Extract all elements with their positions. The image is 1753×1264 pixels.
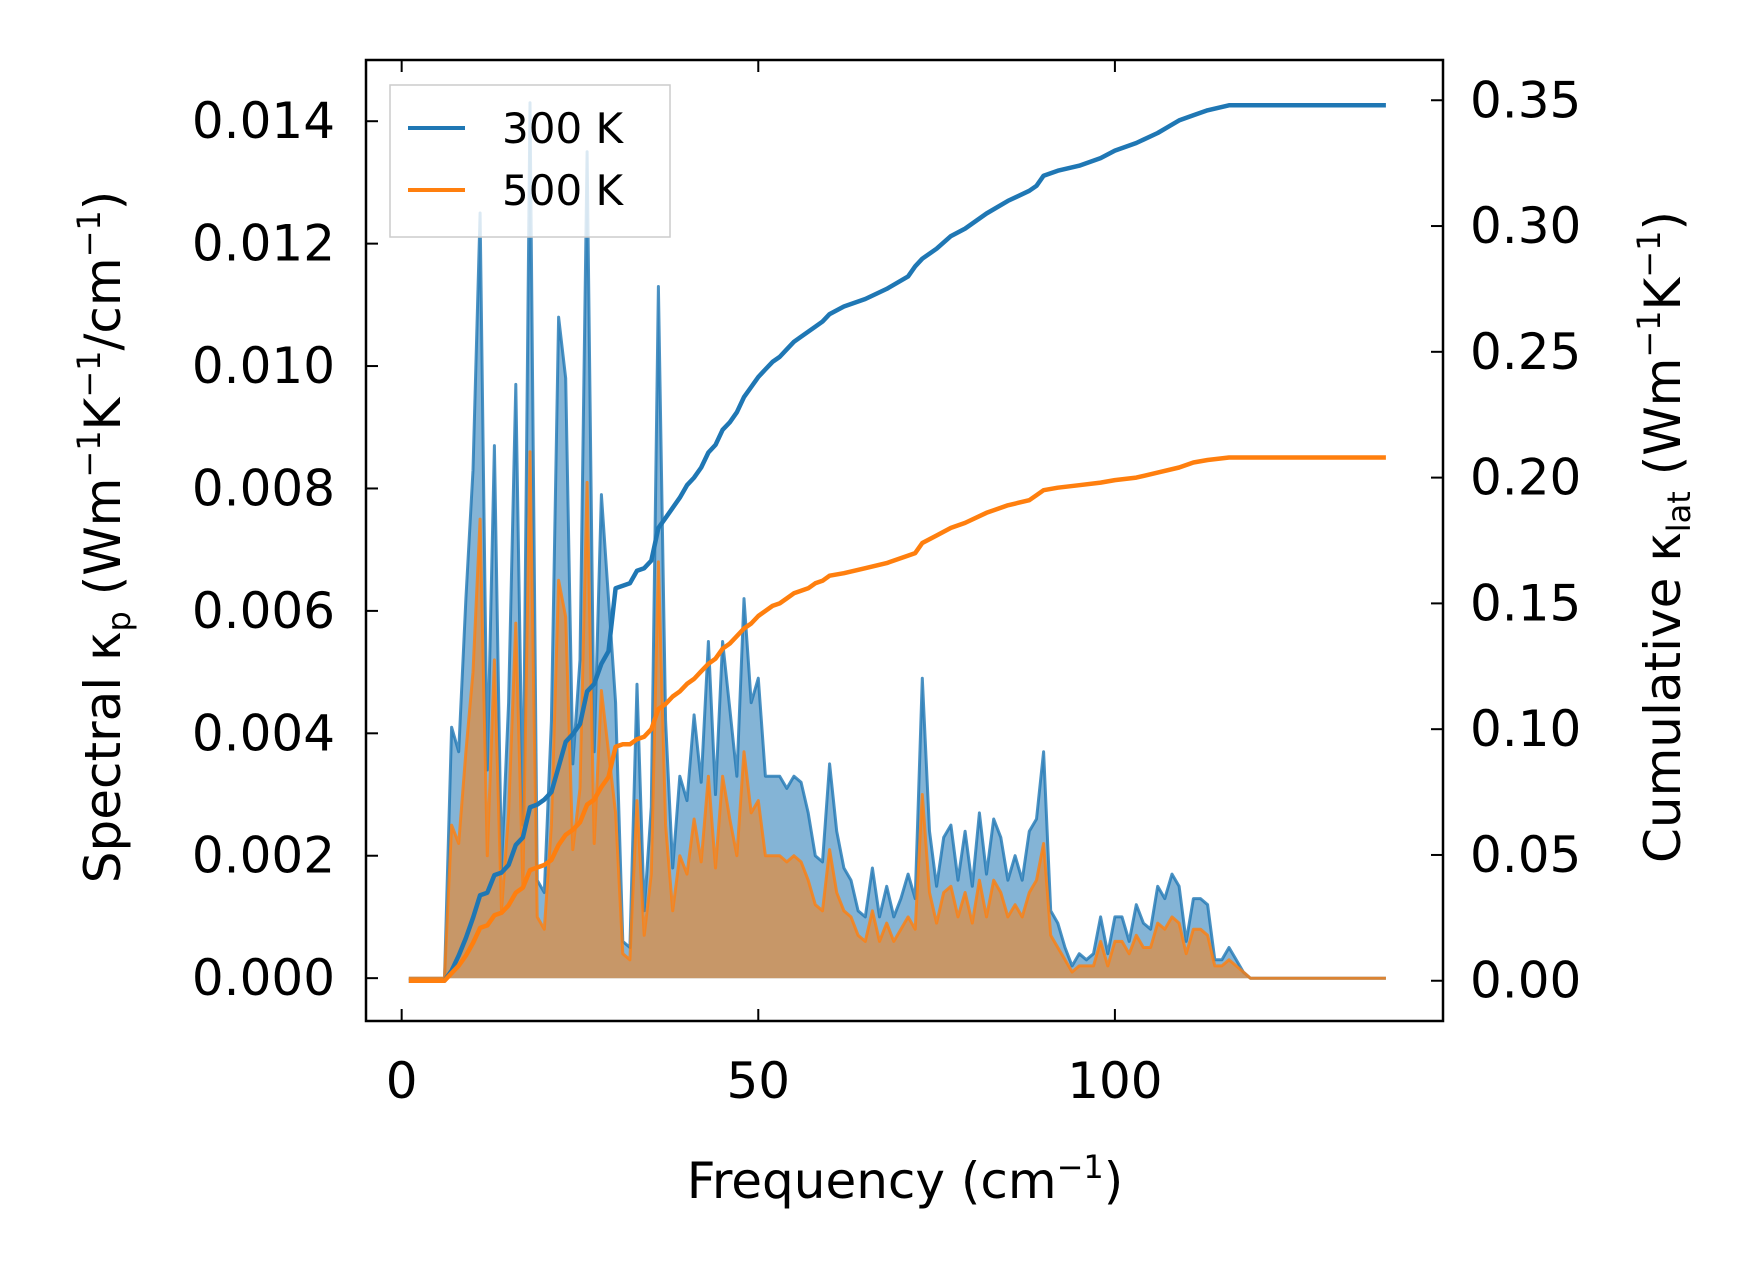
x-tick-label: 50	[726, 1052, 790, 1110]
spectral-line-500k	[408, 450, 1386, 980]
spectral-line-300k	[408, 101, 1386, 980]
legend: 300 K 500 K	[389, 84, 671, 238]
y-tick-label-right: 0.15	[1470, 574, 1581, 632]
y-tick-label-right: 0.20	[1470, 449, 1581, 507]
y-tick-label-right: 0.00	[1470, 952, 1581, 1010]
y-tick-label-left: 0.012	[192, 215, 335, 273]
cumulative-line-500k	[408, 455, 1386, 983]
y-tick-label-right: 0.10	[1470, 700, 1581, 758]
y-axis-label-left: Spectral κp (Wm−1K−1/cm−1)	[70, 191, 138, 884]
y-tick-label-left: 0.002	[192, 827, 335, 885]
y-tick-label-left: 0.008	[192, 459, 335, 517]
y-tick-label-right: 0.35	[1470, 71, 1581, 129]
x-axis-label: Frequency (cm−1)	[687, 1148, 1124, 1210]
x-tick-label: 0	[386, 1052, 418, 1110]
y-tick-label-left: 0.004	[192, 704, 335, 762]
y-tick-label-left: 0.006	[192, 582, 335, 640]
axes: 0 50 100 0.000 0.002 0.004 0.006 0.008 0.010 0.01…	[192, 58, 1581, 1110]
y-axis-label-right: Cumulative κlat (Wm−1K−1)	[1630, 211, 1698, 863]
axes-frame	[364, 58, 1445, 1023]
legend-box	[389, 84, 671, 238]
legend-label-500k: 500 K	[502, 166, 625, 215]
plot-area	[408, 101, 1386, 983]
x-tick-label: 100	[1067, 1052, 1162, 1110]
y-tick-label-left: 0.014	[192, 92, 335, 150]
cumulative-line-300k	[408, 103, 1386, 983]
y-tick-label-left: 0.000	[192, 949, 335, 1007]
y-tick-label-right: 0.25	[1470, 323, 1581, 381]
y-tick-label-left: 0.010	[192, 337, 335, 395]
series-group	[408, 101, 1386, 983]
y-tick-label-right: 0.30	[1470, 197, 1581, 255]
axis-labels: Frequency (cm−1) Spectral κp (Wm−1K−1/cm…	[70, 191, 1698, 1210]
y-tick-label-right: 0.05	[1470, 826, 1581, 884]
legend-label-300k: 300 K	[502, 104, 625, 153]
